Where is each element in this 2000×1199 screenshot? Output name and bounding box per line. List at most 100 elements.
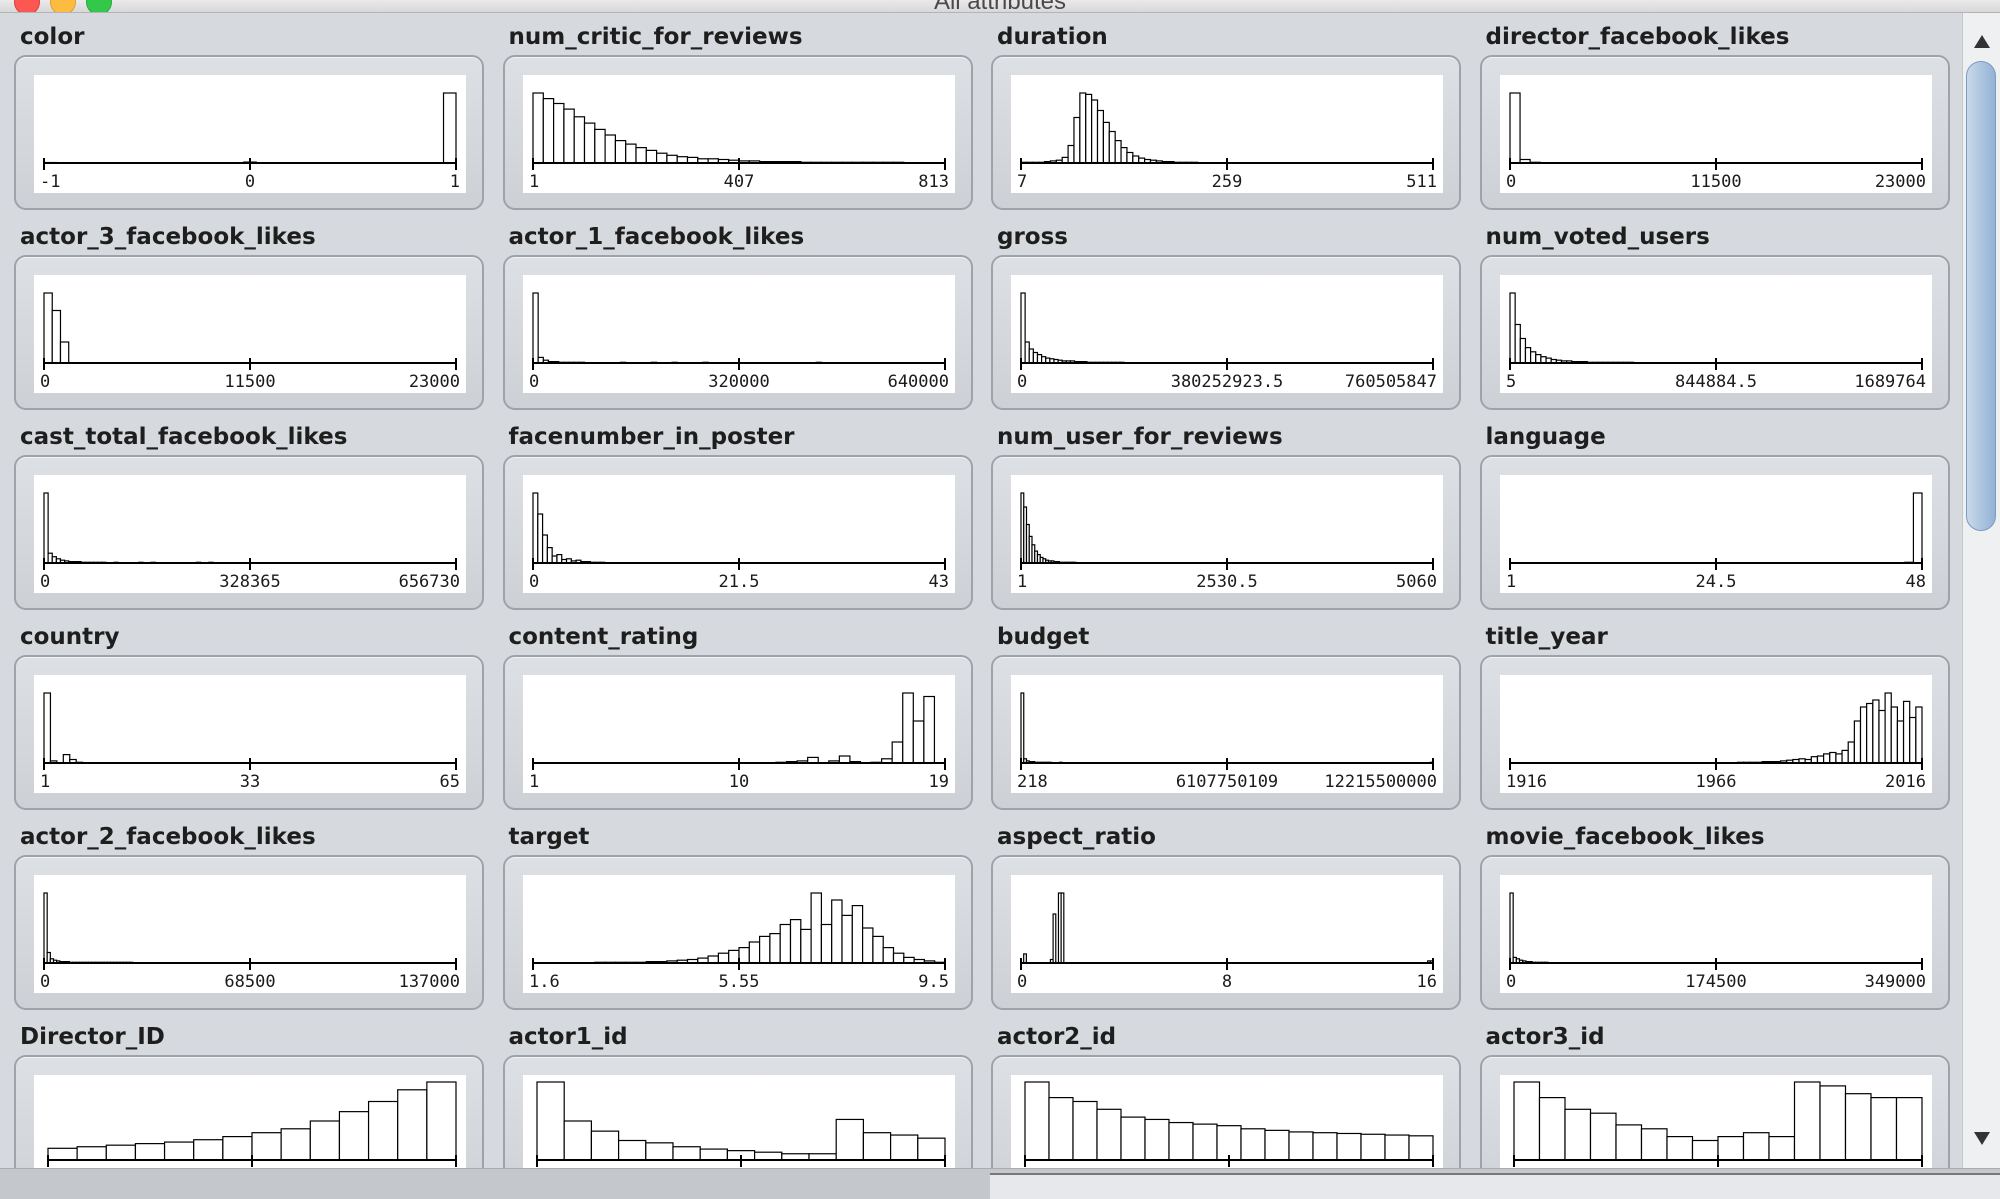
attribute-name: language <box>1486 424 1606 450</box>
histogram-plot <box>523 1075 955 1168</box>
histogram-bar <box>615 141 625 163</box>
histogram-bar <box>553 104 563 164</box>
histogram-bar <box>63 755 69 763</box>
histogram-bar <box>1743 1133 1769 1160</box>
histogram-bar <box>533 93 543 163</box>
scroll-down-button[interactable] <box>1963 1112 2000 1168</box>
histogram-tick-label: 23000 <box>409 372 460 392</box>
histogram-bar <box>618 1141 645 1161</box>
histogram-bar <box>883 948 893 963</box>
attribute-name: title_year <box>1486 624 1608 650</box>
histogram-bar <box>1029 349 1033 363</box>
attribute-cell[interactable]: actor2_id <box>991 1013 1461 1168</box>
histogram-tick-label: 10 <box>728 772 748 792</box>
histogram-bar <box>1121 148 1127 163</box>
histogram-bar <box>563 109 573 163</box>
attribute-cell[interactable]: actor3_id <box>1480 1013 1950 1168</box>
attribute-cell[interactable]: actor1_id <box>503 1013 973 1168</box>
histogram-tick-label: 0 <box>1017 372 1027 392</box>
histogram-tick-label: 1.6 <box>529 972 560 992</box>
histogram-bar <box>1127 153 1133 164</box>
histogram-bar <box>728 950 738 963</box>
histogram-bar <box>1692 1141 1718 1161</box>
scroll-thumb[interactable] <box>1966 61 1996 531</box>
histogram-bar <box>1313 1133 1337 1160</box>
histogram-tick-label: 65 <box>440 772 460 792</box>
histogram-bar <box>1854 721 1860 763</box>
histogram-tick-label: 0 <box>40 972 50 992</box>
histogram-tick-label: 1 <box>450 172 460 192</box>
histogram-bar <box>1074 118 1080 164</box>
vertical-scrollbar[interactable] <box>1962 13 2000 1168</box>
histogram-bar <box>1535 355 1540 363</box>
histogram-bar <box>1061 893 1064 963</box>
attribute-name: movie_facebook_likes <box>1486 824 1765 850</box>
histogram-chart <box>523 1075 955 1168</box>
histogram-bar <box>1871 1098 1897 1160</box>
attribute-name: country <box>20 624 120 650</box>
histogram-chart <box>1500 1075 1932 1168</box>
histogram-chart <box>34 1075 466 1168</box>
histogram-bar <box>759 936 769 963</box>
histogram-bar <box>1193 1124 1217 1160</box>
histogram-bar <box>1845 1094 1871 1160</box>
histogram-bar <box>902 693 913 763</box>
histogram-bar <box>718 953 728 963</box>
attribute-name: num_user_for_reviews <box>997 424 1283 450</box>
histogram-bar <box>1794 1082 1820 1160</box>
histogram-tick-label: 1 <box>529 772 539 792</box>
histogram-bar <box>281 1129 310 1160</box>
histogram-bar <box>1872 700 1878 763</box>
histogram-tick-label: 656730 <box>399 572 460 592</box>
histogram-bar <box>398 1090 427 1160</box>
histogram-bar <box>223 1137 252 1160</box>
histogram-bar <box>836 1119 863 1160</box>
attribute-name: gross <box>997 224 1068 250</box>
histogram-bar <box>646 150 656 163</box>
histogram-tick-label: 380252923.5 <box>1171 372 1284 392</box>
histogram-bar <box>1539 1098 1565 1160</box>
histogram-bar <box>1024 954 1027 963</box>
histogram-bar <box>913 721 924 763</box>
histogram-bar <box>708 956 718 963</box>
histogram-bar <box>1530 352 1535 363</box>
histogram-bar <box>852 906 862 963</box>
attribute-cell[interactable]: Director_ID <box>14 1013 484 1168</box>
